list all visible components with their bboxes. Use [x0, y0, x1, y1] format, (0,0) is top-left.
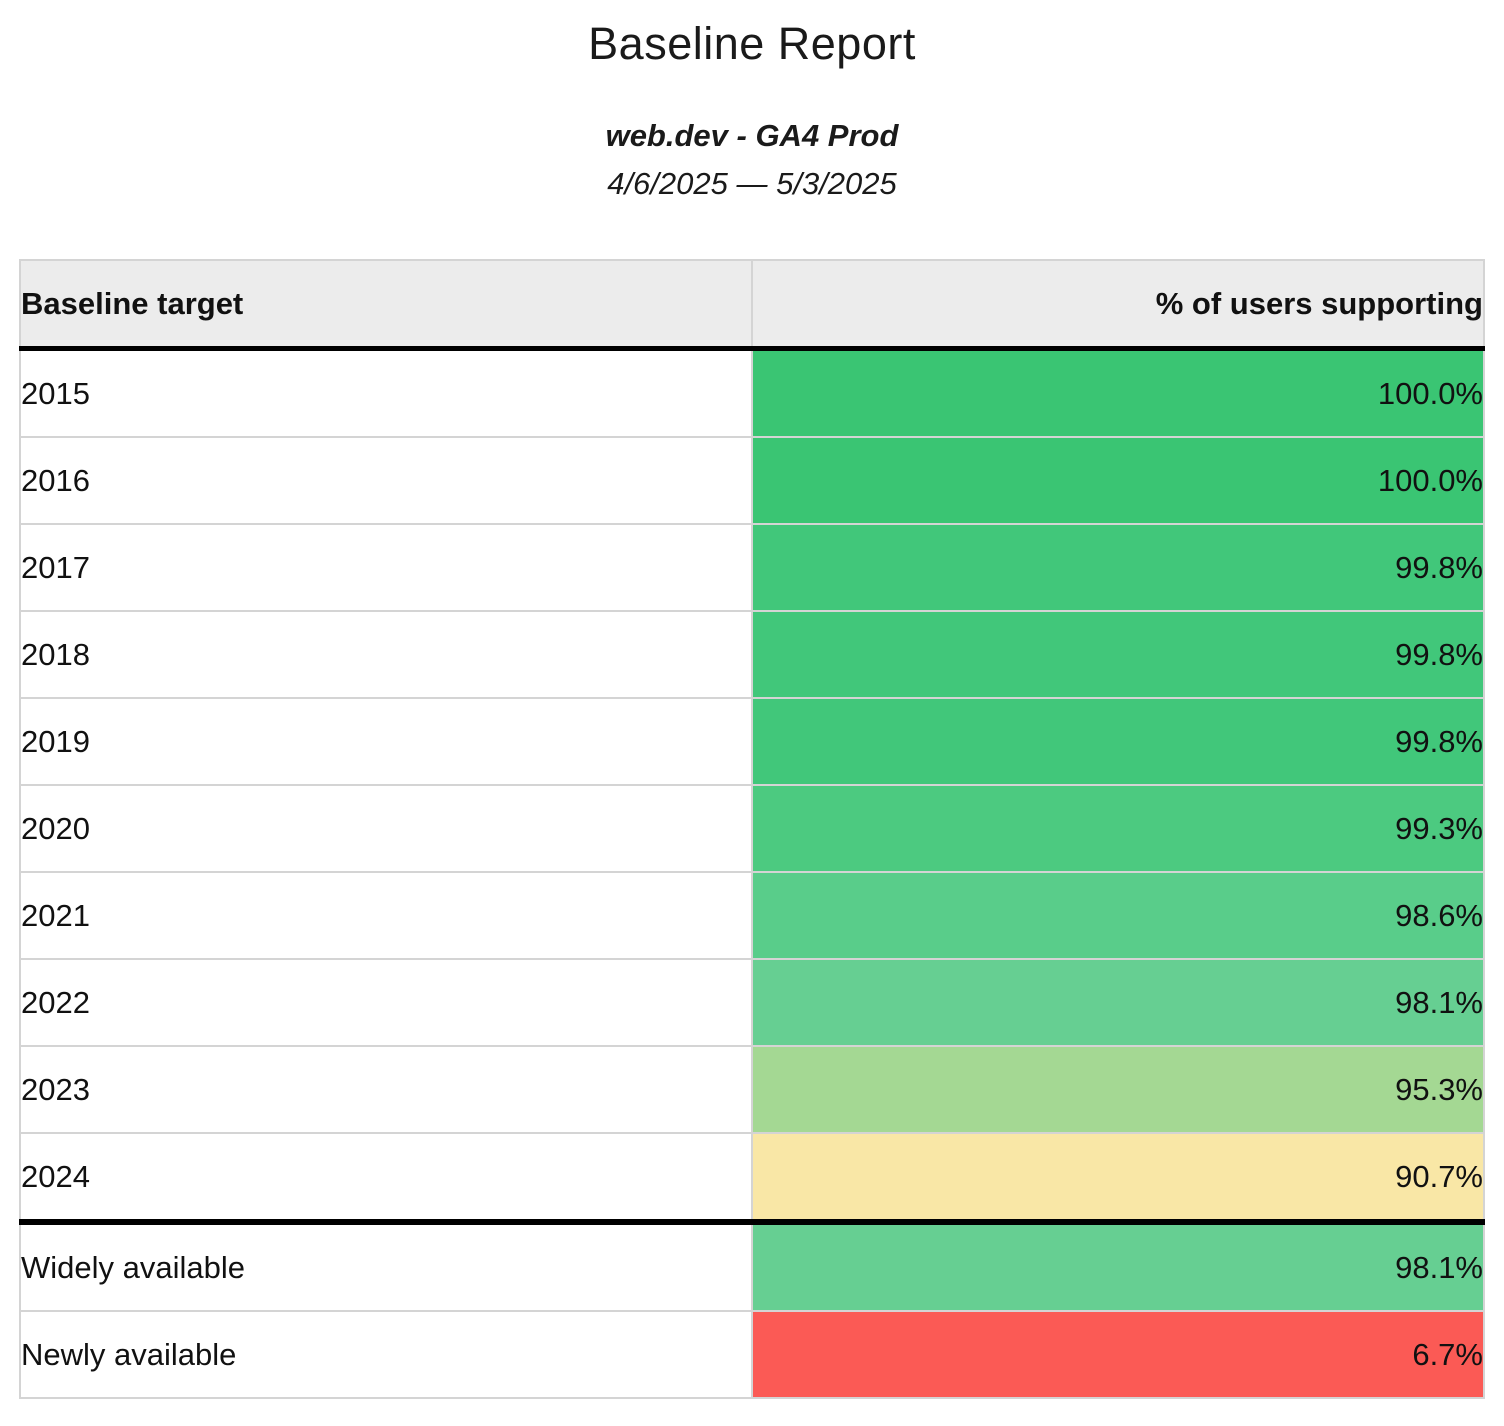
percent-supporting-cell: 98.1% [751, 958, 1485, 1047]
table-row: 2017 99.8% [19, 523, 1485, 612]
baseline-target-cell: 2018 [19, 610, 753, 699]
table-header-row: Baseline target % of users supporting [19, 259, 1485, 351]
report-date-range: 4/6/2025 — 5/3/2025 [607, 166, 897, 201]
percent-supporting-cell: 100.0% [751, 347, 1485, 438]
table-row: 2020 99.3% [19, 784, 1485, 873]
baseline-table: Baseline target % of users supporting 20… [19, 259, 1485, 1399]
report-source: web.dev - GA4 Prod [605, 118, 899, 153]
baseline-target-cell: 2024 [19, 1132, 753, 1223]
baseline-target-cell: 2017 [19, 523, 753, 612]
percent-supporting-cell: 90.7% [751, 1132, 1485, 1223]
table-row: 2019 99.8% [19, 697, 1485, 786]
percent-supporting-cell: 99.3% [751, 784, 1485, 873]
baseline-target-cell: 2019 [19, 697, 753, 786]
table-row: 2022 98.1% [19, 958, 1485, 1047]
table-row: 2024 90.7% [19, 1132, 1485, 1223]
baseline-target-cell: 2023 [19, 1045, 753, 1134]
table-row: 2015 100.0% [19, 347, 1485, 438]
baseline-target-cell: Widely available [19, 1219, 753, 1312]
page-title: Baseline Report [588, 18, 916, 69]
table-row: 2023 95.3% [19, 1045, 1485, 1134]
table-row: Widely available 98.1% [19, 1219, 1485, 1312]
column-header-percent-supporting: % of users supporting [751, 259, 1485, 351]
table-row: 2021 98.6% [19, 871, 1485, 960]
column-header-baseline-target: Baseline target [19, 259, 753, 351]
percent-supporting-cell: 99.8% [751, 523, 1485, 612]
percent-supporting-cell: 100.0% [751, 436, 1485, 525]
baseline-target-cell: 2022 [19, 958, 753, 1047]
baseline-target-cell: Newly available [19, 1310, 753, 1399]
baseline-target-cell: 2021 [19, 871, 753, 960]
percent-supporting-cell: 6.7% [751, 1310, 1485, 1399]
percent-supporting-cell: 98.6% [751, 871, 1485, 960]
baseline-target-cell: 2016 [19, 436, 753, 525]
report-header: Baseline Report web.dev - GA4 Prod 4/6/2… [0, 18, 1504, 202]
percent-supporting-cell: 95.3% [751, 1045, 1485, 1134]
baseline-target-cell: 2020 [19, 784, 753, 873]
percent-supporting-cell: 99.8% [751, 610, 1485, 699]
table-row: Newly available 6.7% [19, 1310, 1485, 1399]
baseline-target-cell: 2015 [19, 347, 753, 438]
table-row: 2018 99.8% [19, 610, 1485, 699]
percent-supporting-cell: 98.1% [751, 1219, 1485, 1312]
percent-supporting-cell: 99.8% [751, 697, 1485, 786]
table-row: 2016 100.0% [19, 436, 1485, 525]
